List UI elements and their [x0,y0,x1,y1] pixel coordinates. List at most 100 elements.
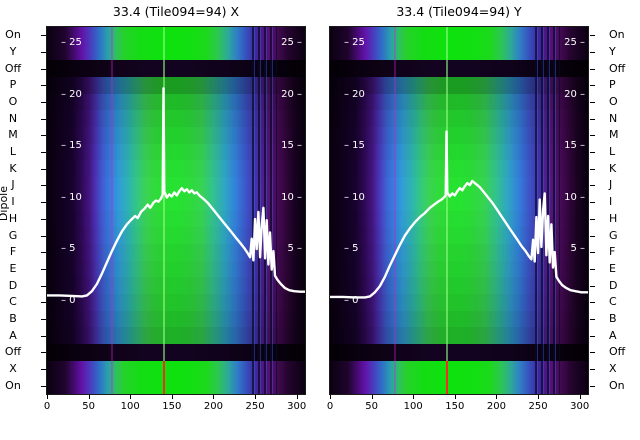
db-tick-label-right: 15 – [564,140,585,151]
x-axis-tick-label: 150 [445,401,465,412]
db-tick-label-left: – 15 [344,140,365,151]
x-axis-tick [538,395,540,399]
heatmap-row [47,43,305,61]
dipole-tick-left [41,352,46,354]
dipole-label-left: On [5,28,21,42]
dipole-tick-left [41,285,46,287]
dipole-label-right: K [609,161,617,175]
heatmap-row [47,377,305,394]
heatmap-row [330,77,588,95]
db-tick-label-left: – 25 [61,37,82,48]
dipole-tick-left [41,35,46,37]
dipole-tick-right [590,352,595,354]
heatmap-row [330,27,588,45]
center-channel-line-red [445,360,448,394]
dipole-label-right: P [609,78,616,92]
dipole-label-right: B [609,311,617,325]
x-axis-tick-label: 100 [403,401,423,412]
dipole-tick-right [590,68,595,70]
dipole-label-right: O [609,95,618,109]
dipole-tick-right [590,252,595,254]
x-axis-tick-label: 250 [245,401,265,412]
dipole-label-right: A [609,328,617,342]
dipole-label-right: Off [609,61,626,75]
dipole-label-left: N [8,111,18,125]
db-tick-label-right: 20 – [564,88,585,100]
dipole-tick-left [41,302,46,304]
dipole-tick-left [41,202,46,204]
dipole-tick-left [41,102,46,104]
dipole-tick-right [590,202,595,204]
dipole-label-left: Off [4,61,22,75]
dipole-tick-right [590,135,595,137]
plot-title-y: 33.4 (Tile094=94) Y [396,4,522,19]
dipole-label-right: I [609,195,613,209]
db-tick-label-left: – 20 [344,88,365,100]
dipole-label-right: J [609,178,613,192]
x-axis-tick-label: 300 [287,401,307,412]
heatmap-row [330,327,588,345]
dipole-tick-left [41,168,46,170]
db-tick-label-right: 25 – [281,37,302,48]
center-channel-line-red [162,360,165,394]
heatmap-row [330,360,588,378]
rfi-stripe-region [251,27,277,394]
db-tick-label-right: 10 – [564,191,585,203]
x-axis-tick [296,395,298,399]
dipole-tick-right [590,218,595,220]
x-axis-tick-label: 300 [570,401,590,412]
dipole-label-left: X [9,361,17,375]
db-tick-label-left: – 0 [344,294,359,306]
center-channel-line [445,27,448,394]
dipole-tick-right [590,235,595,237]
db-tick-label-left: – 5 [344,243,359,254]
dipole-tick-left [41,68,46,70]
heatmap-row [330,377,588,394]
x-axis-tick [579,395,581,399]
dipole-label-left: Y [9,45,17,59]
dipole-tick-left [41,52,46,54]
db-tick-label-right: 25 – [564,37,585,48]
x-axis-tick [130,395,132,399]
x-axis-tick [88,395,90,399]
heatmap-row [330,310,588,328]
heatmap-row [47,293,305,312]
x-axis-tick [47,395,48,399]
dipole-label-left: K [9,161,17,175]
x-axis-tick [213,395,215,399]
dipole-tick-left [41,135,46,137]
dipole-label-right: X [609,361,617,375]
x-axis-tick-label: 0 [43,401,51,412]
heatmap-row [330,110,588,128]
heatmap-row [47,327,305,345]
db-tick-label-left: – 0 [61,294,76,306]
x-axis-tick [413,395,415,399]
dipole-tick-right [590,302,595,304]
db-tick-label-left: – 25 [344,37,365,48]
dipole-label-left: E [9,261,17,275]
dipole-label-left: C [9,295,17,309]
dipole-tick-right [590,335,595,337]
dipole-label-left: L [9,145,17,159]
x-axis-tick [371,395,373,399]
dipole-label-left: A [9,328,17,342]
x-axis-tick-label: 250 [528,401,548,412]
dipole-tick-left [41,268,46,270]
x-axis-tick [171,395,173,399]
db-tick-label-left: – 10 [61,191,82,203]
db-tick-label-right: 20 – [281,88,302,100]
dipole-label-left: B [9,311,17,325]
dipole-label-right: L [609,145,616,159]
x-axis-tick [454,395,456,399]
center-channel-line [162,27,165,394]
magenta-channel-line [394,27,396,394]
dipole-tick-left [41,152,46,154]
dipole-label-left: J [11,178,15,192]
dipole-tick-right [590,385,595,387]
dipole-tick-right [590,85,595,87]
db-tick-label-right: 5 – [570,243,585,254]
dipole-tick-left [41,335,46,337]
dipole-tick-right [590,285,595,287]
db-tick-label-left: – 15 [61,140,82,151]
dipole-label-left: M [8,128,18,142]
